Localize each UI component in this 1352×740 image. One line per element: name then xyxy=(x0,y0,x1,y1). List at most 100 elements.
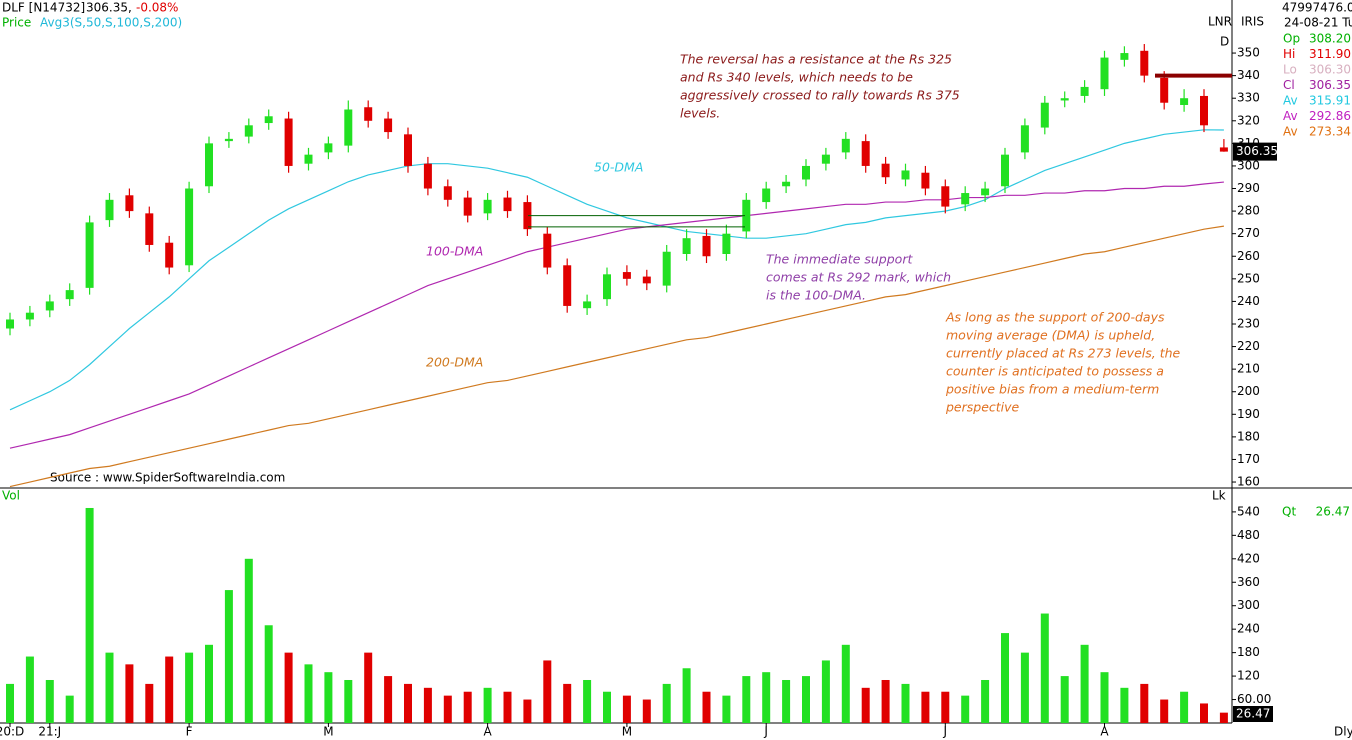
candle-body xyxy=(821,154,830,164)
y-tick-label: 180 xyxy=(1237,429,1260,443)
volume-title: Vol xyxy=(2,489,20,503)
volume-bar xyxy=(861,687,870,723)
volume-bar xyxy=(6,683,14,723)
candle-body xyxy=(25,312,34,320)
candle-body xyxy=(244,125,253,137)
avg-label: Avg3(S,50,S,100,S,200) xyxy=(40,16,182,30)
annotation: The immediate support xyxy=(766,252,913,267)
volume-bar xyxy=(324,672,333,723)
vol-tick-label: 60.00 xyxy=(1237,692,1271,706)
symbol: DLF [N14732] xyxy=(2,1,85,15)
volume-bar xyxy=(65,695,74,723)
last-volume-marker: 26.47 xyxy=(1236,707,1270,721)
y-tick-label: 340 xyxy=(1237,68,1260,82)
qt-value: 26.47 xyxy=(1316,505,1350,519)
last-price-box xyxy=(1233,142,1277,161)
vol-tick-label: 240 xyxy=(1237,622,1260,636)
candle-body xyxy=(165,242,174,268)
y-tick-label: 270 xyxy=(1237,226,1260,240)
candle-body xyxy=(324,143,333,153)
volume-bar xyxy=(1100,672,1109,723)
candle-body xyxy=(423,163,432,189)
candle-body xyxy=(722,233,731,254)
y-tick-label: 220 xyxy=(1237,339,1260,353)
volume-bar xyxy=(25,656,34,723)
info-label: Av xyxy=(1283,125,1298,139)
volume-bar xyxy=(105,652,114,723)
volume-bar xyxy=(165,656,174,723)
volume-bar xyxy=(1001,633,1009,723)
y-tick-label: 330 xyxy=(1237,91,1260,105)
volume-bar xyxy=(1219,712,1228,723)
volume-bar xyxy=(1080,644,1089,723)
info-value: 306.30 xyxy=(1309,63,1351,77)
moving-average xyxy=(9,181,1224,449)
candle-body xyxy=(1140,50,1149,76)
candle-body xyxy=(802,165,810,180)
last-volume-box xyxy=(1233,706,1273,722)
candle-body xyxy=(384,118,393,133)
candle-body xyxy=(1020,125,1029,153)
candle-body xyxy=(404,134,412,166)
y-tick-label: 230 xyxy=(1237,316,1260,330)
info-value: 292.86 xyxy=(1309,109,1351,123)
x-tick-label: A xyxy=(1100,725,1109,739)
d-label: D xyxy=(1220,35,1229,49)
top-right-value: 47997476.00 xyxy=(1282,1,1352,15)
volume-bar xyxy=(443,695,452,723)
candle-body xyxy=(782,181,791,187)
x-tick-label: M xyxy=(323,725,333,739)
ma-label: 100-DMA xyxy=(426,244,483,259)
volume-bar xyxy=(662,683,671,723)
x-tick-label: 20:D xyxy=(0,725,24,739)
candle-body xyxy=(1100,57,1109,90)
candle-body xyxy=(1219,147,1228,152)
candle-body xyxy=(881,163,890,178)
volume-bar xyxy=(563,683,572,723)
volume-bar xyxy=(543,660,552,723)
candle-body xyxy=(1080,86,1089,96)
volume-bar xyxy=(483,687,492,723)
volume-bar xyxy=(125,664,134,723)
annotation: comes at Rs 292 mark, which xyxy=(766,270,951,285)
candle-body xyxy=(742,199,751,232)
volume-bar xyxy=(423,687,432,723)
volume-bar xyxy=(1120,687,1129,723)
volume-bar xyxy=(185,652,194,723)
iris-label: IRIS xyxy=(1241,15,1264,29)
volume-bar xyxy=(264,625,273,723)
annotation: is the 100-DMA. xyxy=(766,288,866,303)
candle-body xyxy=(1200,95,1208,126)
info-label: Op xyxy=(1283,32,1300,46)
volume-bar xyxy=(1200,703,1208,723)
info-label: Cl xyxy=(1283,78,1295,92)
x-tick-label: J xyxy=(943,725,948,739)
candle-body xyxy=(125,195,134,212)
x-tick-label: F xyxy=(186,725,193,739)
candle-body xyxy=(642,276,651,284)
volume-bar xyxy=(881,679,890,723)
x-tick-label: A xyxy=(483,725,492,739)
candle-body xyxy=(284,118,293,166)
candle-body xyxy=(364,107,373,121)
candle-body xyxy=(503,197,512,212)
volume-bar xyxy=(702,691,711,723)
candle-body xyxy=(85,222,94,288)
y-tick-label: 290 xyxy=(1237,181,1260,195)
candle-body xyxy=(622,272,631,279)
info-label: Av xyxy=(1283,94,1298,108)
info-value: 308.20 xyxy=(1309,32,1351,46)
volume-bar xyxy=(404,683,412,723)
candle-body xyxy=(1001,154,1009,187)
candle-body xyxy=(45,301,54,311)
volume-bar xyxy=(583,679,592,723)
qt-label: Qt xyxy=(1282,505,1296,519)
price-label: Price xyxy=(2,16,31,30)
info-value: 315.91 xyxy=(1309,94,1351,108)
candle-body xyxy=(1040,102,1049,128)
volume-bar xyxy=(1040,613,1049,723)
vol-tick-label: 420 xyxy=(1237,551,1260,565)
volume-bar xyxy=(304,664,313,723)
candle-body xyxy=(264,116,273,124)
candle-body xyxy=(762,188,771,203)
